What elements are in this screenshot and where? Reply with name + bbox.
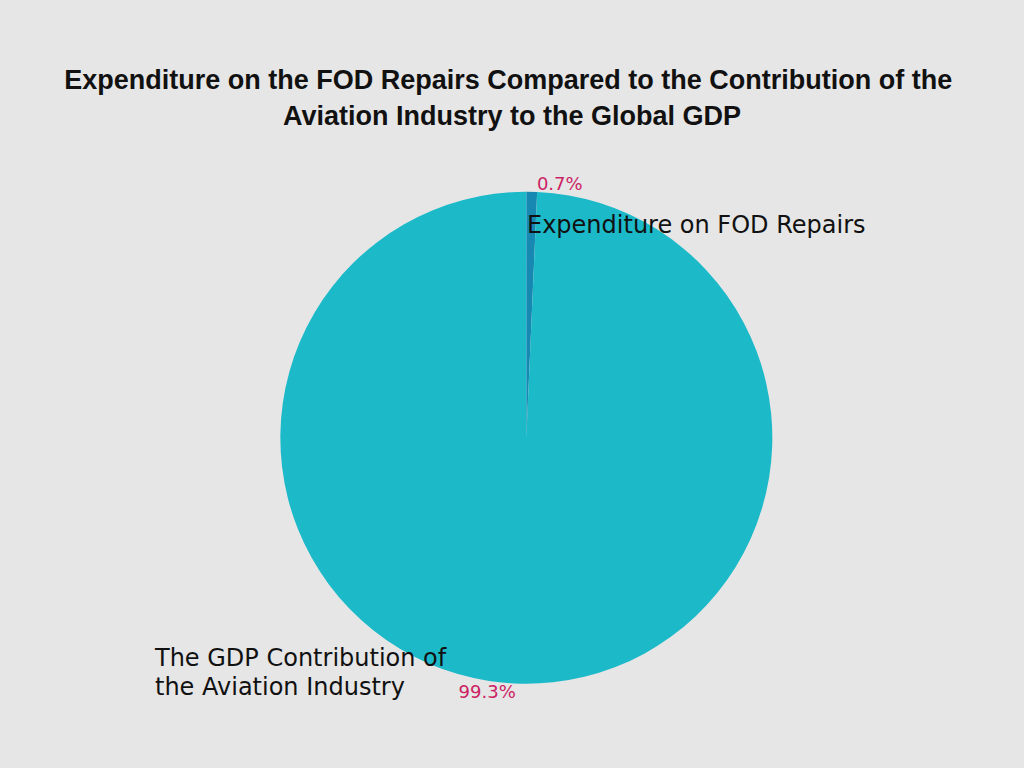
svg-text:The GDP Contribution of: The GDP Contribution of [154, 644, 454, 672]
svg-text:Expenditure on the FOD Repairs: Expenditure on the FOD Repairs Compared … [64, 65, 960, 95]
svg-text:0.7%: 0.7% [537, 173, 583, 194]
svg-text:the Aviation Industry: the Aviation Industry [155, 673, 405, 701]
svg-text:99.3%: 99.3% [459, 681, 516, 702]
svg-text:Aviation Industry to the Globa: Aviation Industry to the Global GDP [283, 101, 741, 131]
svg-text:Expenditure on FOD Repairs: Expenditure on FOD Repairs [527, 211, 866, 239]
